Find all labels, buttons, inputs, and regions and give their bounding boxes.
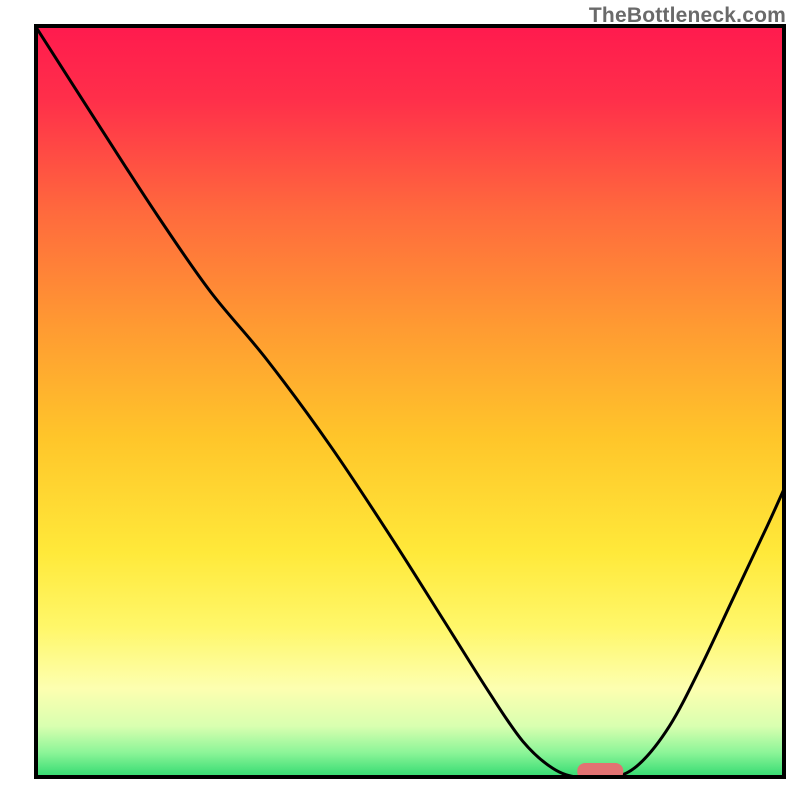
chart-container: TheBottleneck.com (0, 0, 800, 800)
bottleneck-chart (0, 0, 800, 800)
chart-background (34, 24, 786, 779)
watermark-text: TheBottleneck.com (589, 4, 786, 28)
